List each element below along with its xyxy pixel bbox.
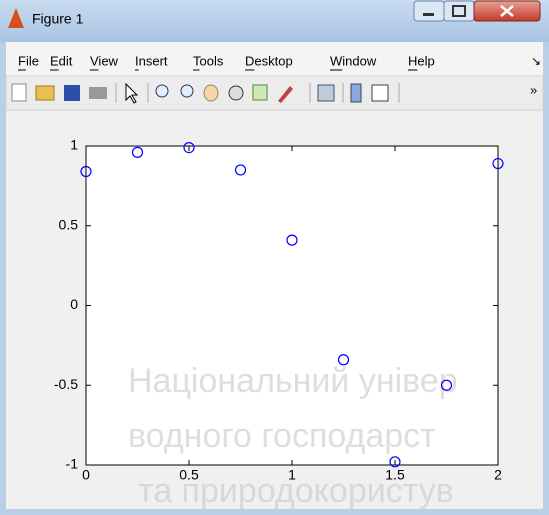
y-tick-label: 0 <box>70 296 78 312</box>
tool-new[interactable] <box>11 83 27 102</box>
menu-item[interactable]: Help <box>408 53 435 68</box>
menu-item[interactable]: Edit <box>50 53 73 68</box>
marker <box>286 234 298 246</box>
tool-print[interactable] <box>89 87 107 99</box>
y-tick-label: -1 <box>66 456 79 472</box>
close-icon <box>500 5 514 17</box>
tool-colorbar[interactable] <box>350 83 362 103</box>
menu-item[interactable]: View <box>90 53 119 68</box>
tool-open[interactable] <box>35 85 55 101</box>
axes-box <box>85 145 499 466</box>
tool-save[interactable] <box>64 85 80 101</box>
minimize-icon <box>423 13 434 16</box>
x-tick-label: 0.5 <box>179 467 199 483</box>
marker <box>492 157 504 170</box>
marker <box>183 141 195 154</box>
marker <box>337 354 350 366</box>
tool-zoom-out[interactable] <box>180 84 194 98</box>
menu-item[interactable]: Desktop <box>245 53 293 68</box>
watermark: Національний універ <box>128 362 458 400</box>
maximize-button[interactable] <box>443 0 475 22</box>
menu-item[interactable]: Insert <box>135 53 168 68</box>
x-tick-label: 0 <box>82 467 90 483</box>
tool-datacursor[interactable] <box>252 84 268 101</box>
menu-item[interactable]: Window <box>330 53 377 68</box>
window-title: Figure 1 <box>32 11 84 27</box>
marker <box>234 164 247 176</box>
axes-background <box>86 146 498 465</box>
watermark: та природокористув <box>138 472 454 510</box>
x-tick-label: 2 <box>494 467 502 483</box>
menu-item[interactable]: Tools <box>193 53 224 68</box>
tool-pan[interactable] <box>203 84 219 102</box>
y-tick-label: 0.5 <box>59 216 79 232</box>
marker <box>389 456 401 468</box>
tool-link[interactable] <box>317 84 335 102</box>
maximize-icon <box>452 5 466 17</box>
toolbar <box>5 75 544 111</box>
tool-zoom-in[interactable] <box>155 84 169 98</box>
minimize-button[interactable] <box>413 0 445 22</box>
tool-brush[interactable] <box>278 86 293 103</box>
tool-rotate[interactable] <box>228 85 244 101</box>
marker <box>131 146 144 158</box>
x-tick-label: 1.5 <box>385 467 405 483</box>
y-tick-label: -0.5 <box>54 376 78 392</box>
menu-overflow[interactable]: ↘ <box>531 54 541 68</box>
marker <box>440 379 453 391</box>
toolbar-overflow[interactable]: » <box>530 82 537 97</box>
x-tick-label: 1 <box>288 467 296 483</box>
menu-bar <box>6 42 543 78</box>
toolbar-icons: » <box>11 82 537 104</box>
tool-select[interactable] <box>125 82 139 104</box>
watermark: водного господарст <box>128 417 436 455</box>
marker <box>80 165 92 178</box>
y-tick-label: 1 <box>70 137 78 153</box>
menu-item[interactable]: File <box>18 53 39 68</box>
tool-legend[interactable] <box>371 84 389 102</box>
app-icon <box>8 8 24 28</box>
